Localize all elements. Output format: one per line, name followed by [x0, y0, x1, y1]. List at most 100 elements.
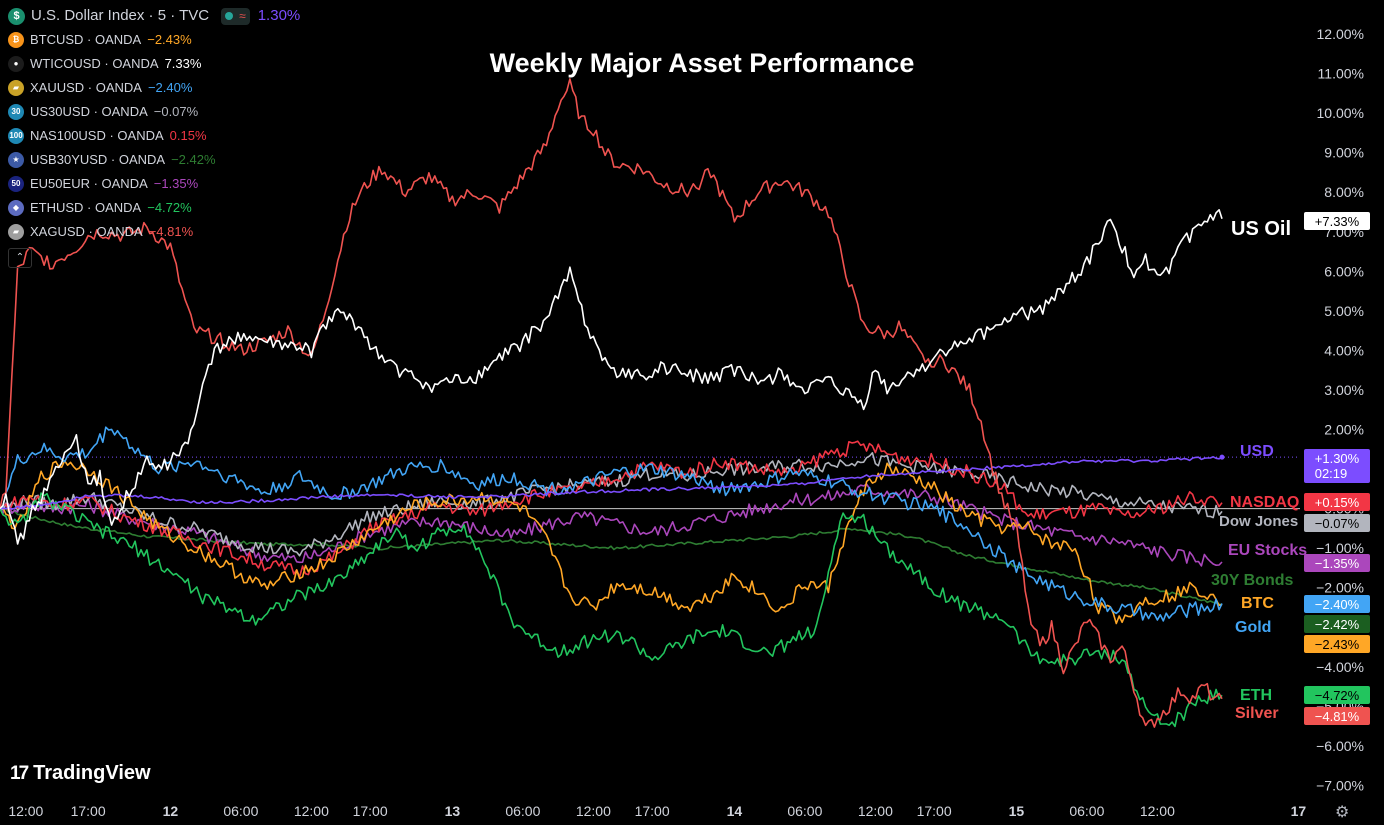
series-label-us-oil: US Oil — [1231, 218, 1291, 240]
y-axis: 12.00%11.00%10.00%9.00%8.00%7.00%6.00%5.… — [1316, 26, 1364, 793]
x-tick-label: 12 — [163, 803, 179, 819]
series-label-eu-stocks: EU Stocks — [1228, 542, 1307, 559]
usd-last-point — [1219, 454, 1225, 460]
legend-row[interactable]: ₿ BTCUSD · OANDA −2.43% — [8, 28, 300, 52]
y-tick-label: 11.00% — [1318, 66, 1364, 82]
series-label-btc: BTC — [1241, 595, 1274, 612]
tradingview-logo[interactable]: 17 TradingView — [10, 762, 151, 785]
tradingview-mark-icon: 17 — [10, 762, 29, 784]
dollar-icon: $ — [8, 7, 25, 25]
legend-value: 7.33% — [164, 56, 202, 71]
value-badge-bg — [1304, 707, 1370, 725]
value-badge-bg — [1304, 615, 1370, 633]
legend-row[interactable]: ★ USB30YUSD · OANDA −2.42% — [8, 148, 300, 172]
market-open-dot-icon — [225, 12, 234, 20]
value-badge-text: −1.35% — [1315, 556, 1360, 571]
x-tick-label: 13 — [445, 803, 461, 819]
legend-value: −4.81% — [148, 224, 194, 239]
series-line-30y-bonds — [0, 507, 1222, 606]
y-tick-label: 8.00% — [1324, 184, 1364, 200]
x-tick-label: 17:00 — [71, 803, 106, 819]
y-tick-label: 4.00% — [1324, 342, 1364, 358]
y-tick-label: 9.00% — [1324, 145, 1364, 161]
legend-symbol: ETHUSD · OANDA — [30, 200, 142, 215]
x-tick-label: 17 — [1291, 803, 1307, 819]
x-tick-label: 06:00 — [505, 803, 540, 819]
legend-row[interactable]: ◆ ETHUSD · OANDA −4.72% — [8, 196, 300, 220]
x-tick-label: 12:00 — [576, 803, 611, 819]
x-tick-label: 12:00 — [858, 803, 893, 819]
value-badge-bg — [1304, 686, 1370, 704]
us-flag-icon: ★ — [8, 152, 24, 168]
legend-symbol: XAUUSD · OANDA — [30, 80, 142, 95]
value-badge-text: −2.43% — [1315, 637, 1360, 652]
series-line-eth — [0, 492, 1223, 728]
value-badge-text: +1.30% — [1315, 451, 1360, 466]
settings-gear-icon[interactable]: ⚙ — [1335, 804, 1350, 821]
dow-30-icon: 30 — [8, 104, 24, 120]
value-badge-bg — [1304, 514, 1370, 532]
series-line-nasdaq — [0, 440, 1223, 578]
legend-value: 0.15% — [169, 128, 207, 143]
legend-row[interactable]: ● WTICOUSD · OANDA 7.33% — [8, 52, 300, 76]
value-badge-text: +0.15% — [1315, 495, 1360, 510]
legend-row[interactable]: 30 US30USD · OANDA −0.07% — [8, 100, 300, 124]
legend-row[interactable]: $ U.S. Dollar Index · 5 · TVC ≈1.30% — [8, 4, 300, 28]
legend-row[interactable]: 50 EU50EUR · OANDA −1.35% — [8, 172, 300, 196]
legend-symbol: US30USD · OANDA — [30, 104, 148, 119]
y-tick-label: −7.00% — [1316, 777, 1364, 793]
legend-symbol: EU50EUR · OANDA — [30, 176, 148, 191]
ethereum-icon: ◆ — [8, 200, 24, 216]
countdown-badge-text: 02:19 — [1315, 466, 1348, 481]
y-tick-label: 3.00% — [1324, 382, 1364, 398]
oil-drop-icon: ● — [8, 56, 24, 72]
y-tick-label: −4.00% — [1316, 659, 1364, 675]
series-line-usd — [0, 455, 1223, 511]
series-label-dow-jones: Dow Jones — [1219, 513, 1298, 530]
bitcoin-icon: ₿ — [8, 32, 24, 48]
legend-value: −4.72% — [147, 200, 192, 215]
value-badge-text: −2.42% — [1315, 617, 1360, 632]
x-tick-label: 14 — [727, 803, 743, 819]
legend-symbol: WTICOUSD · OANDA — [30, 56, 159, 71]
series-lines — [0, 78, 1225, 728]
value-badge-bg — [1304, 493, 1370, 511]
legend-symbol: XAGUSD · OANDA — [30, 224, 143, 239]
x-axis: 12:00 17:00 12 06:00 12:00 17:00 13 06:00 12:00 1… — [8, 803, 1306, 819]
brand-name: TradingView — [33, 762, 151, 784]
eu-50-icon: 50 — [8, 176, 24, 192]
value-badge-text: −0.07% — [1315, 516, 1360, 531]
x-tick-label: 15 — [1009, 803, 1025, 819]
collapse-legend-chevron-icon[interactable]: ⌃ — [8, 248, 32, 268]
value-badge-text: −4.81% — [1315, 709, 1360, 724]
legend-symbol: BTCUSD · OANDA — [30, 32, 142, 47]
legend-row[interactable]: ▰ XAGUSD · OANDA −4.81% — [8, 220, 300, 244]
series-label-30y-bonds: 30Y Bonds — [1211, 572, 1294, 589]
series-label-gold: Gold — [1235, 619, 1271, 636]
nasdaq-100-icon: 100 — [8, 128, 24, 144]
series-label-usd: USD — [1240, 443, 1274, 460]
wave-icon: ≈ — [239, 9, 246, 23]
legend-value: 1.30% — [257, 7, 301, 24]
legend-row[interactable]: 100 NAS100USD · OANDA 0.15% — [8, 124, 300, 148]
silver-bars-icon: ▰ — [8, 224, 24, 240]
x-tick-label: 06:00 — [787, 803, 822, 819]
value-badge-bg — [1304, 554, 1370, 572]
market-status-pill[interactable]: ≈ — [221, 7, 250, 25]
x-tick-label: 17:00 — [353, 803, 388, 819]
value-badge-bg — [1304, 595, 1370, 613]
x-tick-label: 06:00 — [223, 803, 258, 819]
legend-row[interactable]: ▰ XAUUSD · OANDA −2.40% — [8, 76, 300, 100]
series-label-silver: Silver — [1235, 705, 1279, 722]
series-line-btc — [0, 459, 1223, 625]
legend-value: −0.07% — [153, 104, 199, 119]
value-badge-bg — [1304, 212, 1370, 230]
x-tick-label: 06:00 — [1069, 803, 1104, 819]
y-tick-label: −2.00% — [1316, 580, 1364, 596]
x-tick-label: 12:00 — [1140, 803, 1175, 819]
y-tick-label: 2.00% — [1324, 422, 1364, 438]
value-badge-bg — [1304, 449, 1370, 483]
series-line-silver — [0, 78, 1223, 728]
legend-value: −2.43% — [147, 32, 192, 47]
